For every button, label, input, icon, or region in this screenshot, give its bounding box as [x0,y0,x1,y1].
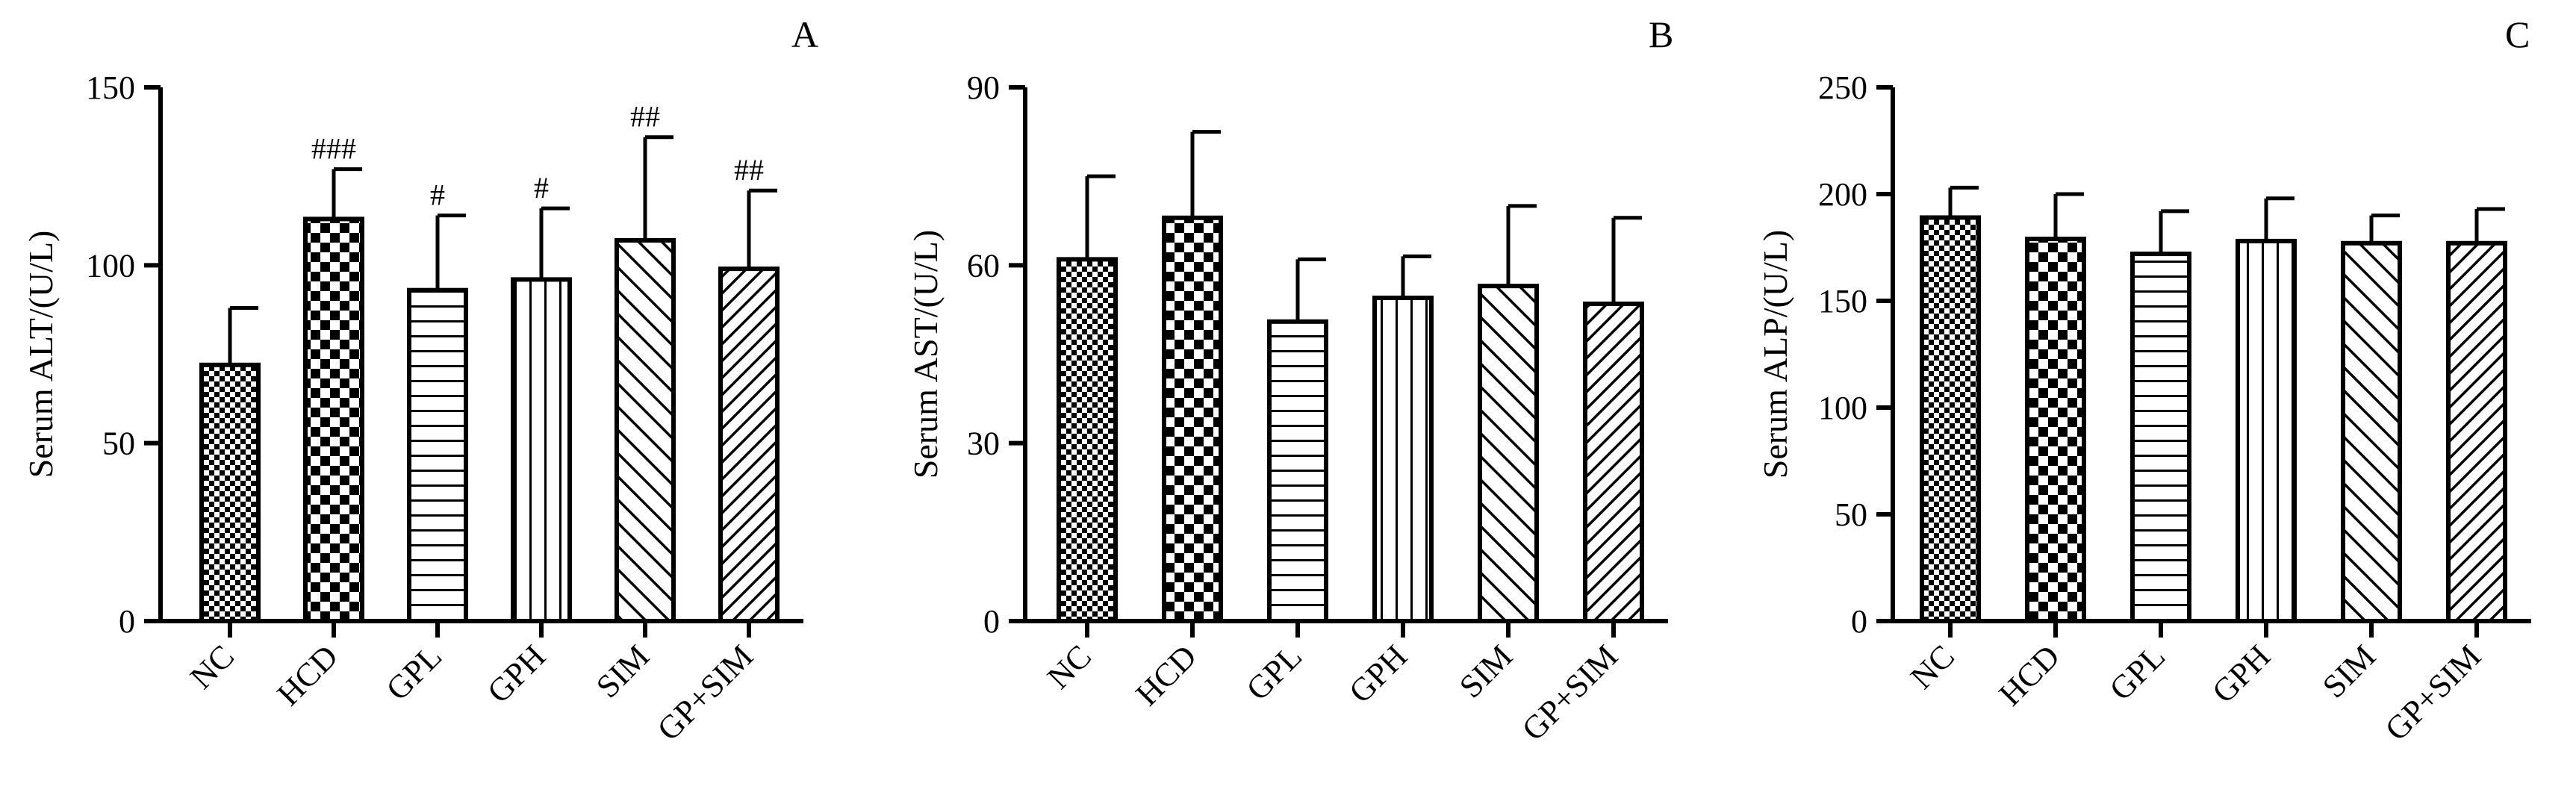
y-axis-label: Serum AST/(U/L) [906,230,945,479]
bar-nc [1057,257,1118,623]
x-tick-label: GPH [480,638,553,710]
bar-sim [615,237,676,623]
significance-label: ## [630,100,660,134]
y-tick-label: 200 [1818,176,1867,213]
bar-hcd [1162,215,1223,623]
bar-gp-sim [1583,301,1644,623]
x-tick-label: SIM [1452,638,1519,705]
bar-gph [511,277,572,623]
y-tick-label: 150 [1818,283,1867,320]
bar-gp-sim [2446,240,2507,623]
x-tick-label: GP+SIM [650,638,760,747]
x-tick-label: GPH [1342,638,1414,710]
significance-label: ### [311,132,356,166]
y-tick-label: 100 [86,247,135,284]
bar-gph [1372,296,1434,623]
bar-gp-sim [718,267,780,623]
y-axis-label: Serum ALP/(U/L) [1756,230,1794,479]
x-tick-label: HCD [270,638,345,712]
bar-gpl [407,287,468,623]
significance-label: ## [734,153,764,187]
x-tick-label: GP+SIM [2378,638,2488,747]
y-tick-label: 60 [967,247,1000,284]
bar-gpl [1267,319,1328,623]
x-tick-label: GPL [2103,638,2172,707]
x-tick-label: NC [183,638,241,696]
bar-hcd [2025,237,2086,623]
y-axis-label: Serum ALT/(U/L) [22,231,60,479]
chart-panel-c: C Serum ALP/(U/L) 0 50 100 150 200 250 NC HCD GPL G… [1756,13,2531,748]
x-tick-label: GP+SIM [1515,638,1625,747]
x-tick-label: GPL [1239,638,1309,707]
y-tick-label: 30 [967,426,1000,462]
x-tick-label: NC [1040,638,1098,696]
y-tick-label: 0 [119,603,135,640]
significance-label: # [534,171,549,205]
bar-hcd [303,216,364,624]
bar-gph [2236,238,2297,623]
x-tick-label: GPH [2205,638,2277,710]
y-tick-label: 150 [86,69,135,106]
y-tick-label: 50 [102,426,135,462]
y-tick-label: 100 [1818,390,1867,426]
y-tick-label: 0 [1851,603,1867,640]
y-tick-label: 90 [967,69,1000,106]
bar-nc [1920,215,1981,623]
panel-label: B [1649,13,1673,55]
x-tick-label: HCD [1992,638,2067,712]
bar-nc [199,362,261,623]
bar-sim [2341,240,2402,623]
significance-label: # [430,178,445,212]
chart-panel-b: B Serum AST/(U/L) 0 30 60 90 NC HCD GPL GPH SIMGP+… [906,13,1673,748]
bar-gpl [2130,252,2191,623]
bar-sim [1478,284,1539,623]
x-tick-label: SIM [2315,638,2383,705]
y-tick-label: 50 [1835,496,1867,533]
panel-label: C [2505,13,2530,55]
x-tick-label: GPL [379,638,449,707]
x-tick-label: HCD [1129,638,1204,712]
panel-label: A [791,13,818,55]
y-tick-label: 250 [1818,69,1867,106]
x-tick-label: NC [1903,638,1961,696]
y-tick-label: 0 [983,603,1000,640]
x-tick-label: SIM [589,638,656,705]
